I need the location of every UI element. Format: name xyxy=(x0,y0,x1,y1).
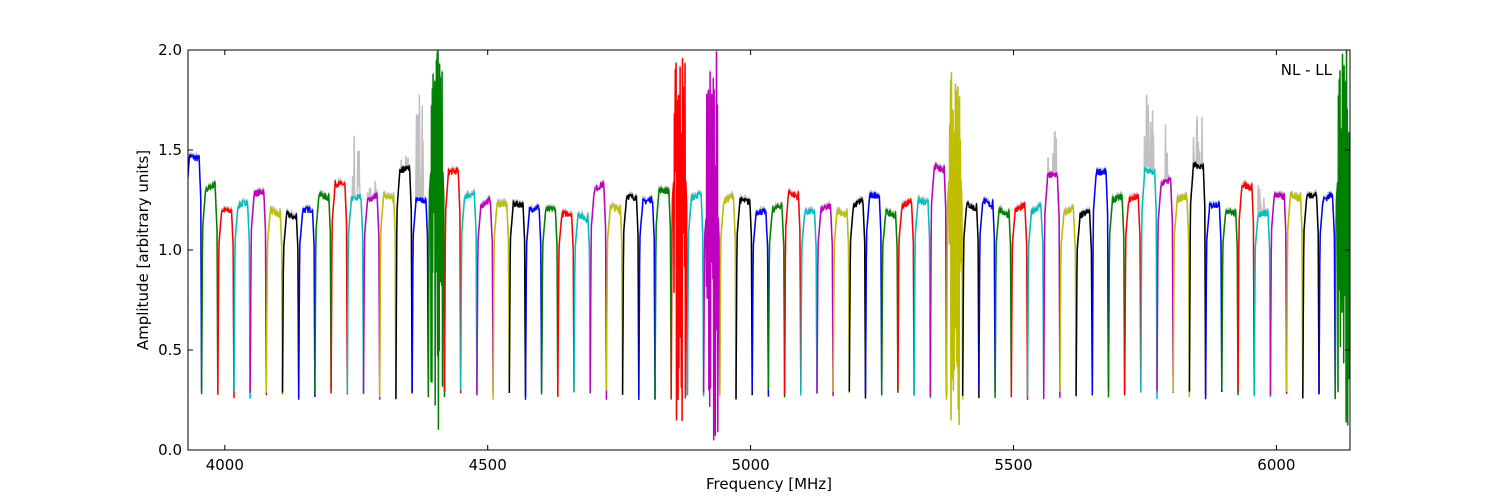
spectrum-segment xyxy=(929,163,948,397)
spectrum-segment xyxy=(783,189,802,395)
spectrum-segment xyxy=(1334,50,1350,426)
spectrum-segment xyxy=(411,196,430,394)
spectrum-segment xyxy=(427,50,446,430)
y-tick-label: 2.0 xyxy=(158,41,182,59)
spectrum-segment xyxy=(670,58,689,422)
spectrum-segment xyxy=(1172,193,1191,398)
spectrum-segment xyxy=(492,200,511,400)
spectrum-segment xyxy=(654,187,672,400)
spectrum-segment xyxy=(330,180,349,395)
spectrum-segment xyxy=(217,207,235,399)
spectrum-segment xyxy=(265,207,284,396)
spectrum-segment xyxy=(1221,208,1239,396)
spectrum-segment xyxy=(735,196,753,400)
spectrum-segment xyxy=(589,181,608,400)
spectrum-segment xyxy=(378,193,397,399)
segments-layer xyxy=(188,50,1350,441)
spectrum-segment xyxy=(945,73,964,426)
spectrum-segment xyxy=(1285,192,1304,396)
axis-ticks: 4000 4500 5000 5500 6000 0.0 0.5 1.0 1.5 2.0 xyxy=(158,41,1350,474)
x-tick-label: 4000 xyxy=(206,456,244,474)
spectrum-segment xyxy=(362,192,381,400)
spectrum-segment xyxy=(443,167,462,394)
spectrum-segment xyxy=(978,197,996,393)
spectrum-segment xyxy=(848,197,867,399)
spectrum-segment xyxy=(767,202,786,398)
spectrum-segment xyxy=(638,195,656,400)
spectrum-segment xyxy=(476,196,494,396)
y-tick-label: 0.5 xyxy=(158,341,182,359)
y-tick-label: 1.0 xyxy=(158,241,182,259)
spectrum-segment xyxy=(314,191,332,394)
spectrum-segment xyxy=(880,208,899,396)
spectrum-segment xyxy=(994,207,1013,399)
spectrum-segment xyxy=(1156,177,1174,393)
spectrum-segment xyxy=(719,193,737,398)
spectrum-segment xyxy=(1107,193,1126,398)
spectrum-segment xyxy=(1302,191,1320,399)
x-tick-label: 4500 xyxy=(469,456,507,474)
spectrum-segment xyxy=(346,193,365,394)
y-tick-label: 0.0 xyxy=(158,441,182,459)
spectrum-segment xyxy=(233,199,251,399)
y-tick-label: 1.5 xyxy=(158,141,182,159)
spectrum-segment xyxy=(1042,171,1061,400)
spectrum-segment xyxy=(816,203,834,397)
spectrum-segment xyxy=(1318,192,1336,396)
spectrum-segment xyxy=(524,204,543,400)
spectrum-segment xyxy=(1188,161,1207,395)
spectrum-segment xyxy=(1010,202,1029,400)
x-tick-label: 5000 xyxy=(732,456,770,474)
spectrum-segment xyxy=(1091,168,1110,396)
y-axis-label: Amplitude [arbitrary units] xyxy=(134,150,152,350)
spectrum-segment xyxy=(395,165,413,400)
spectrum-segment xyxy=(1253,209,1272,398)
spectrum-segment xyxy=(249,188,268,396)
spectrum-segment xyxy=(200,181,219,395)
spectrum-segment xyxy=(1140,166,1158,400)
spectrum-segment xyxy=(540,205,559,397)
spectrum-segment xyxy=(621,193,640,396)
spectrum-segment xyxy=(961,201,980,399)
spectrum-segment xyxy=(832,208,851,394)
spectrum-segment xyxy=(557,210,575,398)
spectrum-segment xyxy=(1123,193,1142,396)
spectrum-segment xyxy=(1026,202,1045,397)
spectrum-segment xyxy=(686,191,705,397)
spectrum-segment xyxy=(913,196,932,399)
spectrum-segment xyxy=(1269,192,1288,396)
chart-annotation: NL - LL xyxy=(1281,61,1333,79)
spectrum-segment xyxy=(897,198,915,395)
x-tick-label: 5500 xyxy=(994,456,1032,474)
spectrum-segment xyxy=(573,212,591,393)
spectrum-segment xyxy=(508,200,527,396)
spectrum-segment xyxy=(1204,201,1223,400)
spectrum-segment xyxy=(281,210,300,396)
spectrum-segment xyxy=(459,190,478,395)
spectrum-segment xyxy=(702,51,721,441)
spectrum-segment xyxy=(1075,209,1094,397)
spectrum-segment xyxy=(864,192,883,394)
x-axis-label: Frequency [MHz] xyxy=(706,475,832,493)
spectrum-segment xyxy=(800,208,818,396)
spectrum-segment xyxy=(1237,181,1255,394)
x-tick-label: 6000 xyxy=(1257,456,1295,474)
spectrum-segment xyxy=(1059,205,1077,393)
spectrum-segment xyxy=(605,204,624,394)
spectrum-segment xyxy=(297,206,316,400)
spectrum-segment xyxy=(751,208,770,397)
